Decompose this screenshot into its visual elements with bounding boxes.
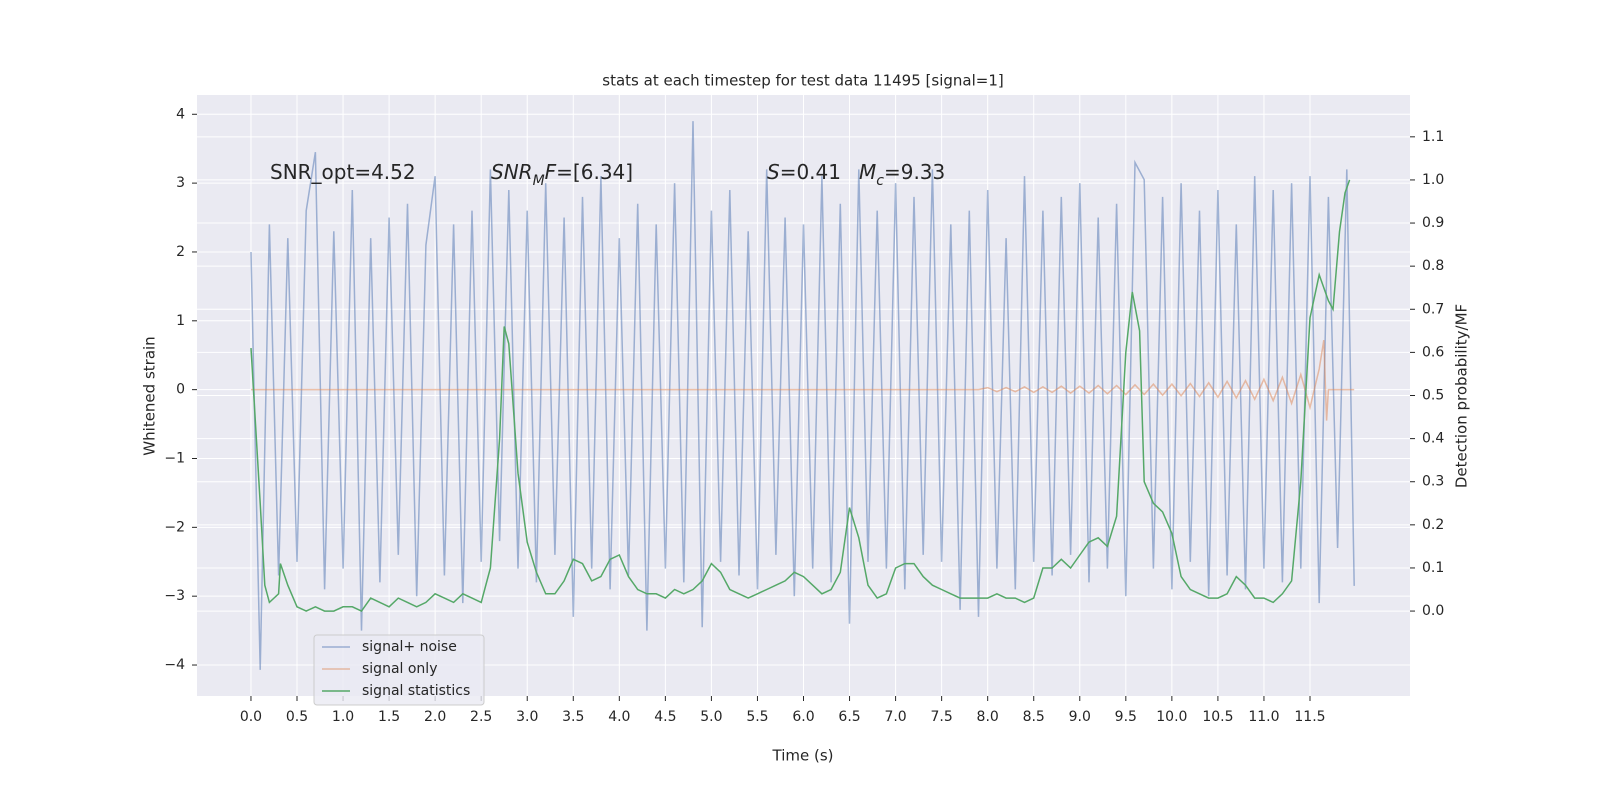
y2-tick-label: 0.3 [1422,474,1444,490]
annotation: SNRMF=[6.34] [491,160,633,190]
legend-label: signal statistics [362,683,470,699]
annotation-part: =9.33 [884,160,945,184]
legend: signal+ noise signal only signal statistic… [313,634,485,706]
annotation-part: F [545,160,557,184]
legend-frame [313,634,485,706]
series-line [251,339,1355,421]
x-tick-label: 3.5 [562,709,584,725]
annotation-part: SNR [491,160,533,184]
annotation: SNR_opt=4.52 [270,160,416,184]
y2-axis-label: Detection probability/MF [1453,304,1471,488]
x-tick-label: 0.5 [286,709,308,725]
x-tick-label: 10.0 [1156,709,1187,725]
y2-tick-label: 0.1 [1422,560,1444,576]
y2-tick-label: 1.0 [1422,172,1444,188]
x-tick-label: 2.0 [424,709,446,725]
x-tick-label: 9.5 [1115,709,1137,725]
x-tick-label: 1.5 [378,709,400,725]
annotation: S=0.41 [767,160,841,184]
x-tick-label: 6.5 [838,709,860,725]
x-tick-label: 5.0 [700,709,722,725]
annotation-part: S [767,160,780,184]
x-tick-label: 0.0 [240,709,262,725]
annotation: Mc=9.33 [859,160,945,190]
x-tick-label: 11.5 [1294,709,1325,725]
y-tick-label: 3 [176,175,185,191]
x-tick-label: 6.0 [792,709,814,725]
annotation-part: =[6.34] [556,160,633,184]
y2-tick-label: 0.0 [1422,603,1444,619]
annotation-part: M [859,160,876,184]
y2-tick-label: 0.2 [1422,517,1444,533]
legend-label: signal only [362,661,437,677]
x-tick-label: 4.0 [608,709,630,725]
x-tick-label: 10.5 [1202,709,1233,725]
x-tick-label: 9.0 [1069,709,1091,725]
legend-label: signal+ noise [362,639,457,655]
series-line [250,121,1355,670]
y2-tick-label: 0.5 [1422,388,1444,404]
y-tick-label: −2 [164,519,185,535]
x-tick-label: 8.0 [977,709,999,725]
x-tick-label: 7.0 [884,709,906,725]
y2-tick-label: 0.6 [1422,344,1444,360]
series-line [250,179,1351,613]
annotation-part: =0.41 [780,160,841,184]
x-tick-label: 2.5 [470,709,492,725]
annotation-part: SNR_opt=4.52 [270,160,416,184]
y2-tick-label: 1.1 [1422,129,1444,145]
x-tick-label: 8.5 [1023,709,1045,725]
y-tick-label: 0 [176,382,185,398]
y2-tick-label: 0.8 [1422,258,1444,274]
x-tick-label: 1.0 [332,709,354,725]
y-tick-label: −1 [164,450,185,466]
x-tick-label: 11.0 [1248,709,1279,725]
chart-title: stats at each timestep for test data 114… [602,72,1003,90]
y-axis-label: Whitened strain [141,336,159,455]
annotation-part: c [876,173,884,189]
x-tick-label: 3.0 [516,709,538,725]
y2-tick-label: 0.4 [1422,431,1444,447]
y-tick-label: 2 [176,244,185,260]
y2-tick-label: 0.9 [1422,215,1444,231]
x-tick-label: 5.5 [746,709,768,725]
y-tick-label: 4 [176,106,185,122]
y-tick-label: −4 [164,657,185,673]
y-tick-label: −3 [164,588,185,604]
x-axis-label: Time (s) [772,747,834,765]
y-tick-label: 1 [176,313,185,329]
x-tick-label: 4.5 [654,709,676,725]
y2-tick-label: 0.7 [1422,301,1444,317]
annotation-part: M [533,173,545,189]
x-tick-label: 7.5 [931,709,953,725]
